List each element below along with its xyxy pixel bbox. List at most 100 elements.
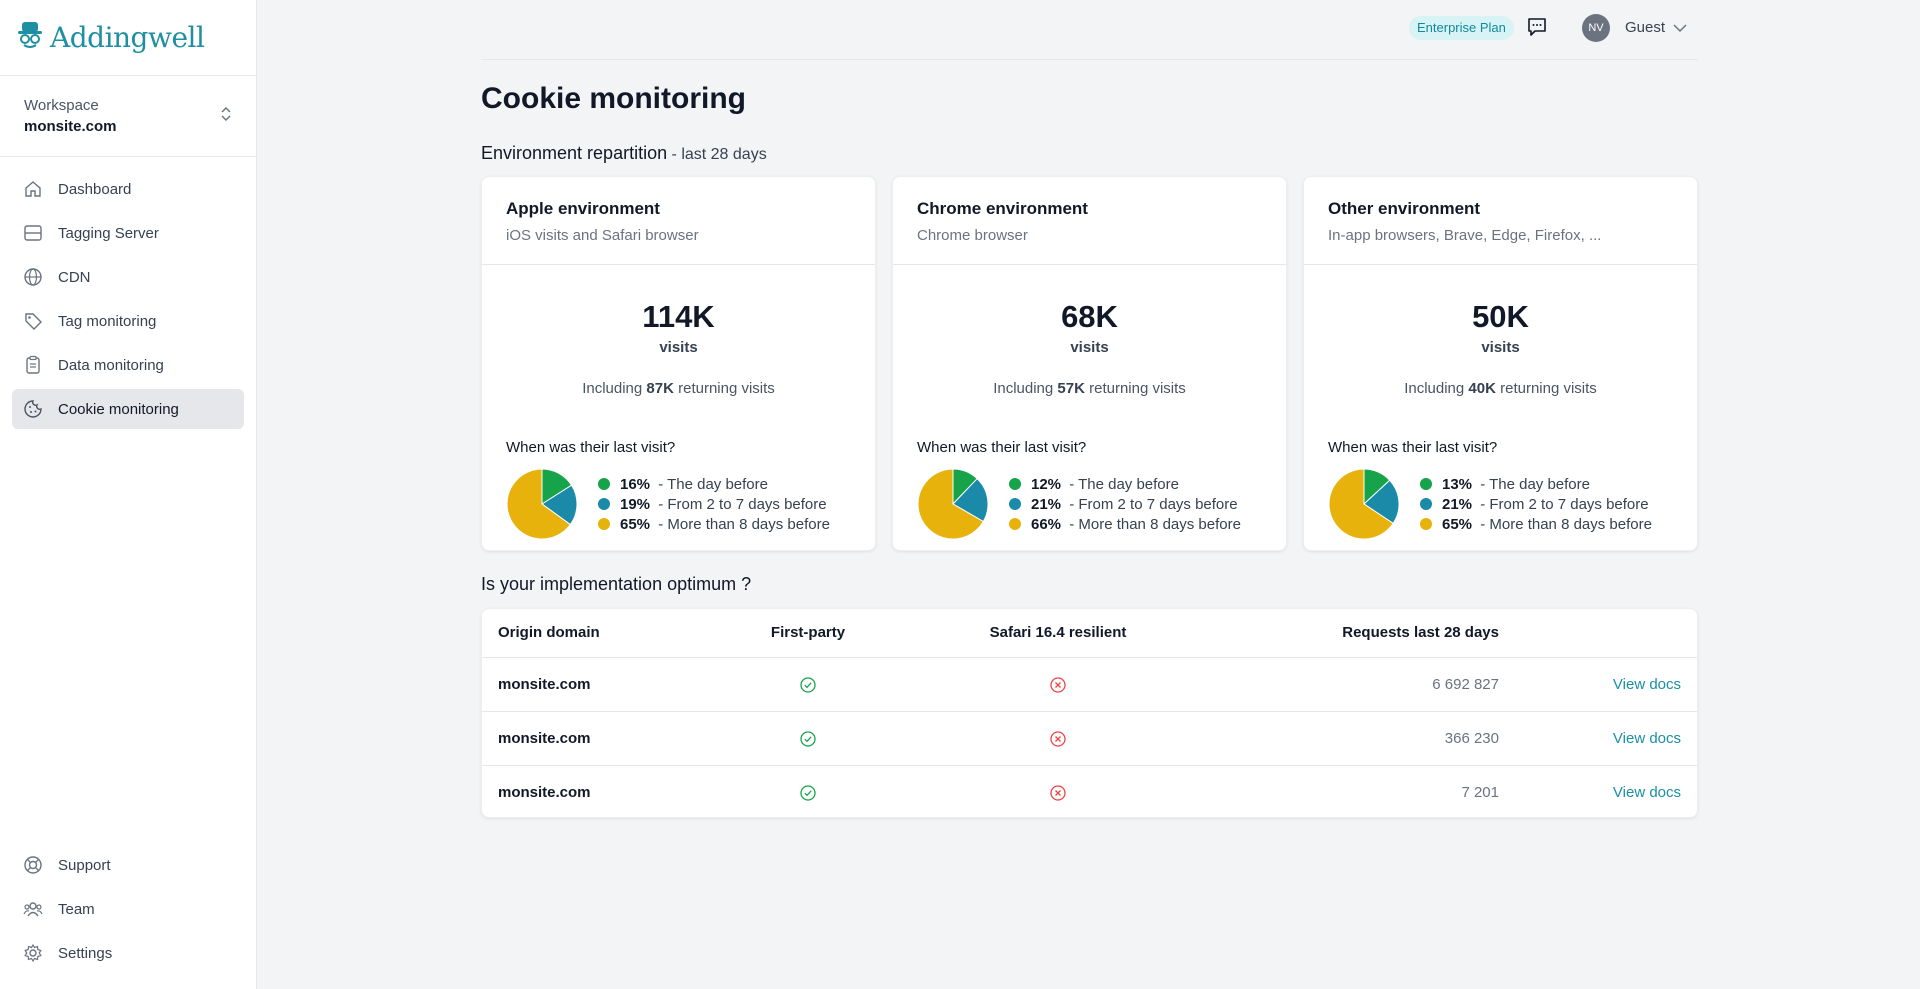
last-visit-breakdown: 16% - The day before 19% - From 2 to 7 d… [482,468,875,540]
nav-item-cookie-monitoring[interactable]: Cookie monitoring [12,389,244,429]
origin-domain: monsite.com [498,784,591,801]
table-row: monsite.com 6 692 827 View docs [482,657,1697,711]
legend-dot [598,518,610,530]
team-icon [22,898,44,920]
legend-percent: 21% [1031,495,1062,513]
nav-item-label: Data monitoring [58,356,164,374]
check-circle-icon [800,677,816,693]
chevron-up-down-icon [220,105,232,128]
legend-item: 21% - From 2 to 7 days before [1009,494,1241,514]
legend-percent: 66% [1031,515,1062,533]
legend-item: 16% - The day before [598,474,830,494]
clipboard-icon [22,354,44,376]
environment-card: Chrome environment Chrome browser 68K vi… [892,176,1287,551]
legend-item: 13% - The day before [1420,474,1652,494]
nav-item-label: Dashboard [58,180,132,198]
x-circle-icon [1050,677,1066,693]
nav-item-label: Cookie monitoring [58,400,179,418]
cookie-icon [22,398,44,420]
card-subtitle: Chrome browser [917,227,1028,244]
legend-percent: 16% [620,475,651,493]
legend-label: - The day before [654,475,768,493]
logo-text: Addingwell [50,21,205,54]
sidebar: Addingwell Workspace monsite.com Dashboa… [0,0,257,989]
main-nav: Dashboard Tagging Server CDN Tag monitor… [0,157,256,429]
nav-item-support[interactable]: Support [12,845,244,885]
requests-count: 7 201 [1461,784,1499,801]
pie-slice [952,477,989,523]
legend-item: 12% - The day before [1009,474,1241,494]
nav-item-tagging-server[interactable]: Tagging Server [12,213,244,253]
legend-item: 65% - More than 8 days before [1420,514,1652,534]
visits-label: visits [1481,339,1520,356]
pie-legend: 12% - The day before 21% - From 2 to 7 d… [1009,474,1241,534]
legend-label: - More than 8 days before [1476,515,1652,533]
user-menu[interactable]: Guest [1625,19,1687,36]
legend-label: - More than 8 days before [1065,515,1241,533]
implementation-table: Origin domain First-party Safari 16.4 re… [481,608,1698,818]
nav-item-team[interactable]: Team [12,889,244,929]
returning-prefix: Including [993,380,1058,397]
pie-slice [1363,479,1400,525]
returning-count: 40K [1468,380,1496,397]
returning-suffix: returning visits [1495,380,1597,397]
home-icon [22,178,44,200]
table-row: monsite.com 7 201 View docs [482,765,1697,819]
visits-label: visits [1070,339,1109,356]
chat-icon[interactable] [1526,16,1548,43]
legend-percent: 21% [1442,495,1473,513]
legend-label: - The day before [1476,475,1590,493]
environment-card: Other environment In-app browsers, Brave… [1303,176,1698,551]
nav-item-dashboard[interactable]: Dashboard [12,169,244,209]
column-header-safari-resilient: Safari 16.4 resilient [989,624,1127,641]
lifebuoy-icon [22,854,44,876]
card-subtitle: In-app browsers, Brave, Edge, Firefox, .… [1328,227,1602,244]
pie-chart [1328,468,1400,540]
legend-percent: 19% [620,495,651,513]
column-header-requests: Requests last 28 days [1342,624,1499,641]
legend-dot [1420,518,1432,530]
logo[interactable]: Addingwell [0,0,256,76]
legend-label: - More than 8 days before [654,515,830,533]
top-bar: Enterprise Plan NV Guest [481,0,1698,60]
returning-visits: Including 40K returning visits [1304,380,1697,397]
requests-count: 6 692 827 [1432,676,1499,693]
returning-suffix: returning visits [673,380,775,397]
nav-item-tag-monitoring[interactable]: Tag monitoring [12,301,244,341]
pie-slice [506,468,572,540]
tag-icon [22,310,44,332]
column-header-origin-domain: Origin domain [498,624,600,641]
workspace-label: Workspace [24,97,99,114]
visits-count: 50K [1472,299,1529,334]
origin-domain: monsite.com [498,730,591,747]
view-docs-link[interactable]: View docs [1612,676,1681,693]
pie-slice [541,484,578,526]
view-docs-link[interactable]: View docs [1612,730,1681,747]
last-visit-breakdown: 12% - The day before 21% - From 2 to 7 d… [893,468,1286,540]
workspace-selector[interactable]: Workspace monsite.com [0,76,256,157]
bottom-nav: Support Team Settings [12,845,244,977]
nav-item-settings[interactable]: Settings [12,933,244,973]
nav-item-data-monitoring[interactable]: Data monitoring [12,345,244,385]
logo-icon [16,20,44,55]
nav-item-label: Support [58,856,111,874]
legend-percent: 65% [620,515,651,533]
nav-item-label: CDN [58,268,91,286]
returning-suffix: returning visits [1084,380,1186,397]
legend-percent: 65% [1442,515,1473,533]
legend-dot [1009,478,1021,490]
legend-dot [598,478,610,490]
view-docs-link[interactable]: View docs [1612,784,1681,801]
env-section-title: Environment repartition - last 28 days [481,143,767,164]
returning-count: 57K [1057,380,1085,397]
env-section-heading: Environment repartition [481,143,668,163]
column-header-first-party: First-party [770,624,846,641]
user-name: Guest [1625,19,1666,36]
returning-prefix: Including [582,380,647,397]
avatar[interactable]: NV [1582,14,1610,42]
pie-chart [917,468,989,540]
globe-icon [22,266,44,288]
gear-icon [22,942,44,964]
env-section-period: - last 28 days [667,146,767,163]
nav-item-cdn[interactable]: CDN [12,257,244,297]
